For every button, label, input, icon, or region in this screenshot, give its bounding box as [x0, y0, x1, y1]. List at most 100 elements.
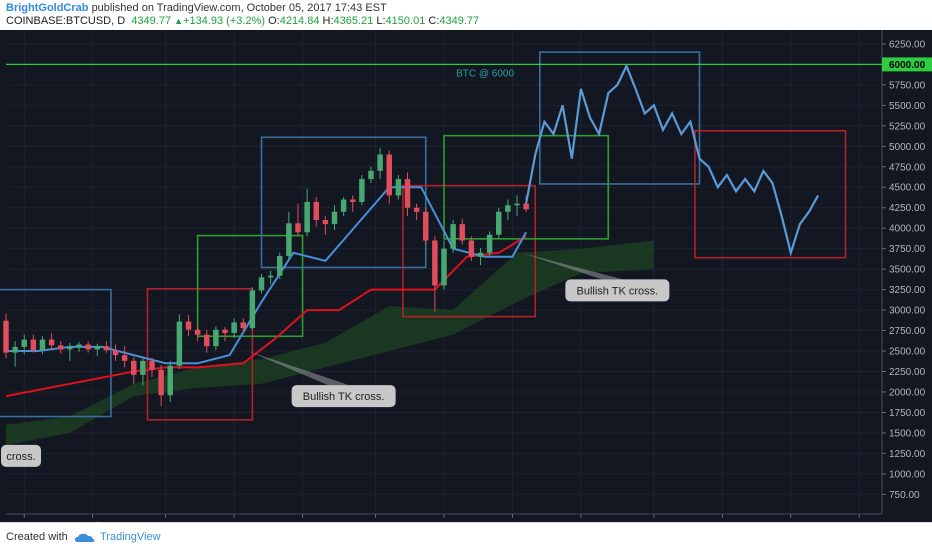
candle-body — [231, 322, 237, 334]
candle — [231, 318, 237, 338]
candle-body — [277, 256, 283, 276]
candle — [85, 341, 91, 353]
candle — [441, 240, 447, 290]
candle-body — [486, 234, 493, 253]
y-axis-background — [882, 30, 932, 522]
candle-body — [67, 346, 73, 350]
candle — [459, 218, 465, 245]
candle-body — [121, 355, 128, 361]
candle-body — [94, 346, 100, 350]
candle — [204, 329, 210, 353]
candle-body — [21, 339, 27, 347]
callout-annotation: cross. — [1, 444, 41, 467]
candle — [413, 203, 420, 220]
y-tick-label: 6250.00 — [889, 39, 926, 50]
candle-body — [76, 344, 82, 347]
candle-body — [194, 329, 201, 335]
candle — [450, 219, 456, 253]
candle-body — [468, 240, 475, 257]
candle — [267, 270, 274, 284]
candle — [249, 287, 256, 330]
candle — [486, 231, 493, 257]
candle-body — [377, 154, 383, 171]
zone-box-2 — [146, 287, 254, 421]
candle-body — [304, 201, 310, 233]
candle-body — [58, 345, 64, 350]
candle — [112, 344, 119, 361]
candle-body — [140, 360, 146, 375]
candle-body — [496, 211, 502, 235]
symbol-label: COINBASE:BTCUSD, D — [6, 15, 126, 27]
close-value: 4349.77 — [439, 15, 480, 27]
candle-body — [167, 365, 173, 396]
candle-body — [295, 223, 301, 233]
candle — [386, 150, 392, 204]
y-tick-label: 2500.00 — [889, 347, 926, 358]
candle — [514, 195, 520, 216]
candle-body — [514, 203, 520, 206]
candle — [103, 341, 110, 353]
chart-canvas[interactable]: 6250.00 6000.00 5750.00 5500.00 5250.00 5000.… — [0, 30, 932, 532]
projected-price-line — [525, 63, 820, 257]
y-tick-label: 1500.00 — [889, 428, 926, 439]
low-label: L: — [376, 15, 386, 27]
y-tick-label: 1250.00 — [889, 449, 926, 460]
price-chart[interactable]: 6250.00 6000.00 5750.00 5500.00 5250.00 5000.… — [0, 30, 932, 532]
y-tick-label: 750.00 — [889, 490, 920, 501]
open-value: 4214.84 — [279, 15, 320, 27]
candle-body — [331, 211, 338, 225]
candle-body — [322, 219, 329, 225]
candle-body — [258, 277, 265, 291]
candle — [158, 364, 164, 406]
publish-info: published on TradingView.com, October 05… — [91, 2, 387, 14]
candle-body — [450, 224, 456, 249]
candle — [12, 341, 18, 367]
candle-body — [149, 360, 155, 370]
candle-body — [103, 346, 110, 351]
ichimoku-cloud — [6, 240, 654, 446]
candle — [176, 314, 183, 370]
tradingview-brand-link[interactable]: TradingView — [100, 531, 161, 543]
candle — [340, 197, 347, 216]
y-tick-label: 5000.00 — [889, 142, 926, 153]
candle — [395, 174, 402, 200]
plot-background — [0, 30, 932, 522]
candle-body — [131, 360, 137, 375]
candle — [121, 346, 128, 368]
candle — [240, 318, 246, 334]
candle-body — [222, 329, 228, 334]
candle — [295, 203, 301, 237]
candle — [222, 327, 228, 342]
candle-body — [176, 321, 183, 366]
candle — [167, 360, 173, 402]
candle-body — [459, 224, 465, 241]
candle — [368, 166, 374, 184]
candle-body — [441, 248, 447, 286]
zone-box-6 — [443, 134, 610, 240]
tradingview-cloud-icon — [75, 533, 95, 542]
price-change: +134.93 (+3.2%) — [183, 15, 266, 27]
zone-box-7 — [539, 51, 701, 185]
candle-body — [85, 344, 91, 350]
y-tick-label: 4250.00 — [889, 203, 926, 214]
candle-body — [267, 275, 274, 278]
zone-box-4 — [260, 136, 427, 269]
candle — [21, 334, 27, 355]
candle — [30, 334, 37, 353]
candle-body — [368, 170, 374, 180]
candle — [423, 207, 429, 245]
author-link[interactable]: BrightGoldCrab — [6, 2, 89, 14]
y-tick-label: 1750.00 — [889, 408, 926, 419]
candle — [3, 313, 9, 359]
zone-box-1 — [0, 288, 112, 418]
candle — [213, 326, 219, 351]
btc-6000-axis-label: 6000.00 — [889, 60, 926, 71]
candle — [149, 357, 155, 378]
zone-box-3 — [196, 234, 304, 338]
candle-body — [286, 223, 292, 257]
candle — [277, 252, 283, 279]
candle-body — [432, 240, 438, 286]
open-label: O: — [268, 15, 280, 27]
y-axis: 6250.00 6000.00 5750.00 5500.00 5250.00 5000.… — [881, 30, 932, 522]
callout-text: cross. — [6, 451, 35, 463]
